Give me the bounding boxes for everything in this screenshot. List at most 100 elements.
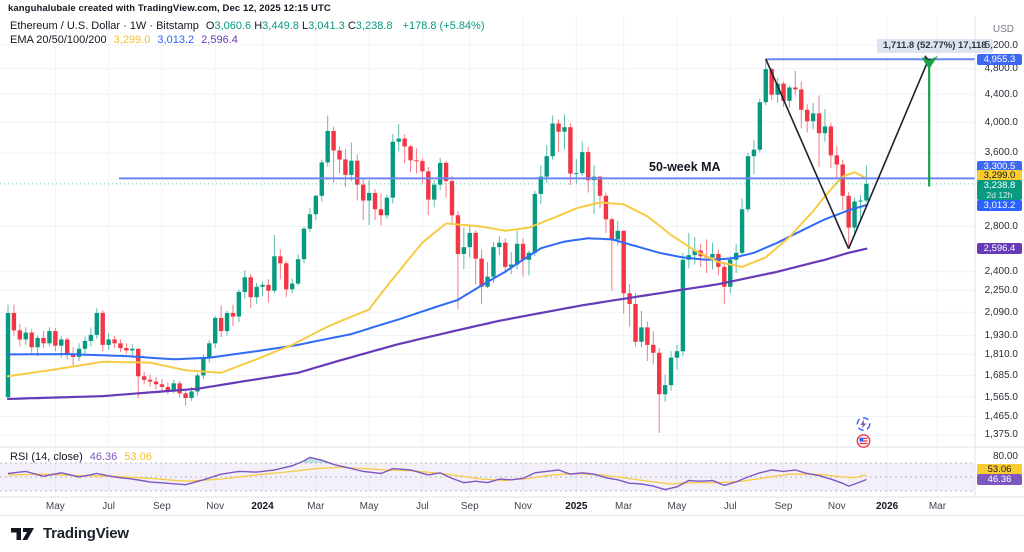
economic-event-icon[interactable]	[856, 417, 871, 431]
time-tick-label: 2026	[875, 501, 899, 512]
candle-body	[402, 138, 407, 147]
price-tick-label: 2,250.0	[984, 285, 1018, 297]
symbol-legend-row[interactable]: Ethereum / U.S. Dollar · 1W · Bitstamp O3…	[10, 20, 485, 32]
currency-label: USD	[992, 24, 1014, 35]
candle-body	[124, 348, 129, 351]
candle-body	[550, 123, 555, 157]
price-tick-label: 5,200.0	[984, 39, 1018, 51]
candle-body	[207, 343, 212, 358]
trend-line-up	[847, 61, 928, 250]
candle-body	[76, 348, 82, 357]
candle-body	[793, 87, 798, 90]
candle-body	[514, 243, 520, 265]
tradingview-logo[interactable]: TradingView	[10, 525, 129, 542]
rsi-ma-value: 53.06	[124, 451, 152, 463]
rsi-label: RSI (14, close)	[10, 451, 83, 463]
candle-body	[201, 357, 206, 376]
time-tick-label: 2025	[565, 501, 588, 512]
rsi-value: 46.36	[89, 451, 118, 463]
candle-body	[615, 230, 620, 240]
candle-body	[313, 195, 319, 215]
ma-text-annotation[interactable]: 50-week MA	[649, 160, 721, 174]
candle-body	[230, 312, 236, 317]
price-tick-label: 1,565.0	[984, 391, 1018, 403]
candle-body	[130, 348, 135, 351]
rsi-tick-label: 80.00	[992, 450, 1018, 462]
candle-body	[41, 337, 46, 344]
candle-body	[426, 171, 431, 200]
candle-body	[118, 343, 123, 349]
candle-body	[29, 332, 34, 348]
candle-body	[751, 149, 757, 157]
rsi-line	[7, 456, 867, 491]
us-flag-event-icon[interactable]	[856, 434, 871, 448]
rsi-legend-row[interactable]: RSI (14, close) 46.36 53.06	[10, 451, 152, 463]
candle-body	[639, 327, 644, 342]
ema-200-line	[6, 247, 868, 400]
time-tick-label: Nov	[827, 501, 846, 512]
time-tick-label: Sep	[153, 501, 171, 512]
candle-body	[236, 291, 242, 317]
time-tick-label: 2024	[251, 501, 274, 512]
candle-body	[562, 127, 567, 132]
candle-body	[781, 83, 786, 101]
candle-body	[532, 193, 538, 253]
measurement-annotation[interactable]: 1,711.8 (52.77%) 17,118	[877, 39, 993, 53]
candle-body	[580, 152, 585, 174]
candle-body	[597, 176, 603, 196]
price-tick-label: 3,600.0	[984, 147, 1018, 159]
candle-body	[544, 156, 549, 177]
candle-body	[355, 160, 360, 185]
candle-body	[295, 259, 301, 284]
time-tick-label: Jul	[723, 501, 737, 512]
candle-body	[248, 277, 253, 298]
candle-body	[82, 340, 88, 349]
candle-body	[189, 391, 194, 398]
candle-body	[432, 184, 437, 200]
change-value: +178.8 (+5.84%)	[402, 20, 485, 32]
candle-body	[852, 201, 857, 228]
price-tick-label: 4,400.0	[984, 88, 1018, 100]
time-tick-label: Mar	[615, 501, 633, 512]
candle-body	[414, 160, 419, 162]
ema-legend-row[interactable]: EMA 20/50/100/200 3,299.0 3,013.2 2,596.4	[10, 34, 242, 46]
candle-body	[810, 113, 816, 122]
candle-body	[378, 209, 384, 216]
candle-body	[722, 266, 727, 287]
tradingview-logo-icon	[11, 527, 34, 540]
event-icons[interactable]	[854, 416, 874, 450]
candle-body	[384, 197, 390, 216]
candle-body	[467, 232, 472, 248]
candle-body	[147, 379, 153, 382]
candle-body	[396, 138, 401, 142]
candle-body	[337, 150, 342, 160]
time-tick-label: Nov	[514, 501, 532, 512]
candle-body	[538, 176, 543, 194]
candle-body	[497, 242, 502, 248]
price-tick-label: 1,685.0	[984, 369, 1018, 381]
candle-body	[775, 83, 780, 95]
candle-body	[657, 352, 662, 395]
candle-body	[621, 230, 626, 294]
candle-body	[509, 264, 514, 267]
price-badge: 2,596.4	[977, 243, 1022, 255]
candle-body	[266, 284, 271, 291]
price-badge: 3,013.2	[977, 199, 1022, 211]
candle-body	[218, 317, 224, 332]
candle-body	[242, 277, 247, 292]
price-tick-label: 1,465.0	[984, 410, 1018, 422]
candle-body	[349, 160, 354, 175]
time-tick-label: Mar	[307, 501, 325, 512]
candle-body	[739, 209, 745, 253]
candle-body	[408, 146, 413, 161]
candle-body	[840, 164, 845, 196]
time-tick-label: Sep	[460, 501, 479, 512]
candle-body	[254, 286, 259, 298]
candle-body	[568, 127, 573, 174]
price-badge: 3,299.0	[977, 170, 1022, 182]
ema-values: 3,299.0 3,013.2 2,596.4	[113, 34, 238, 46]
candle-body	[787, 87, 792, 101]
candle-body	[88, 334, 94, 341]
